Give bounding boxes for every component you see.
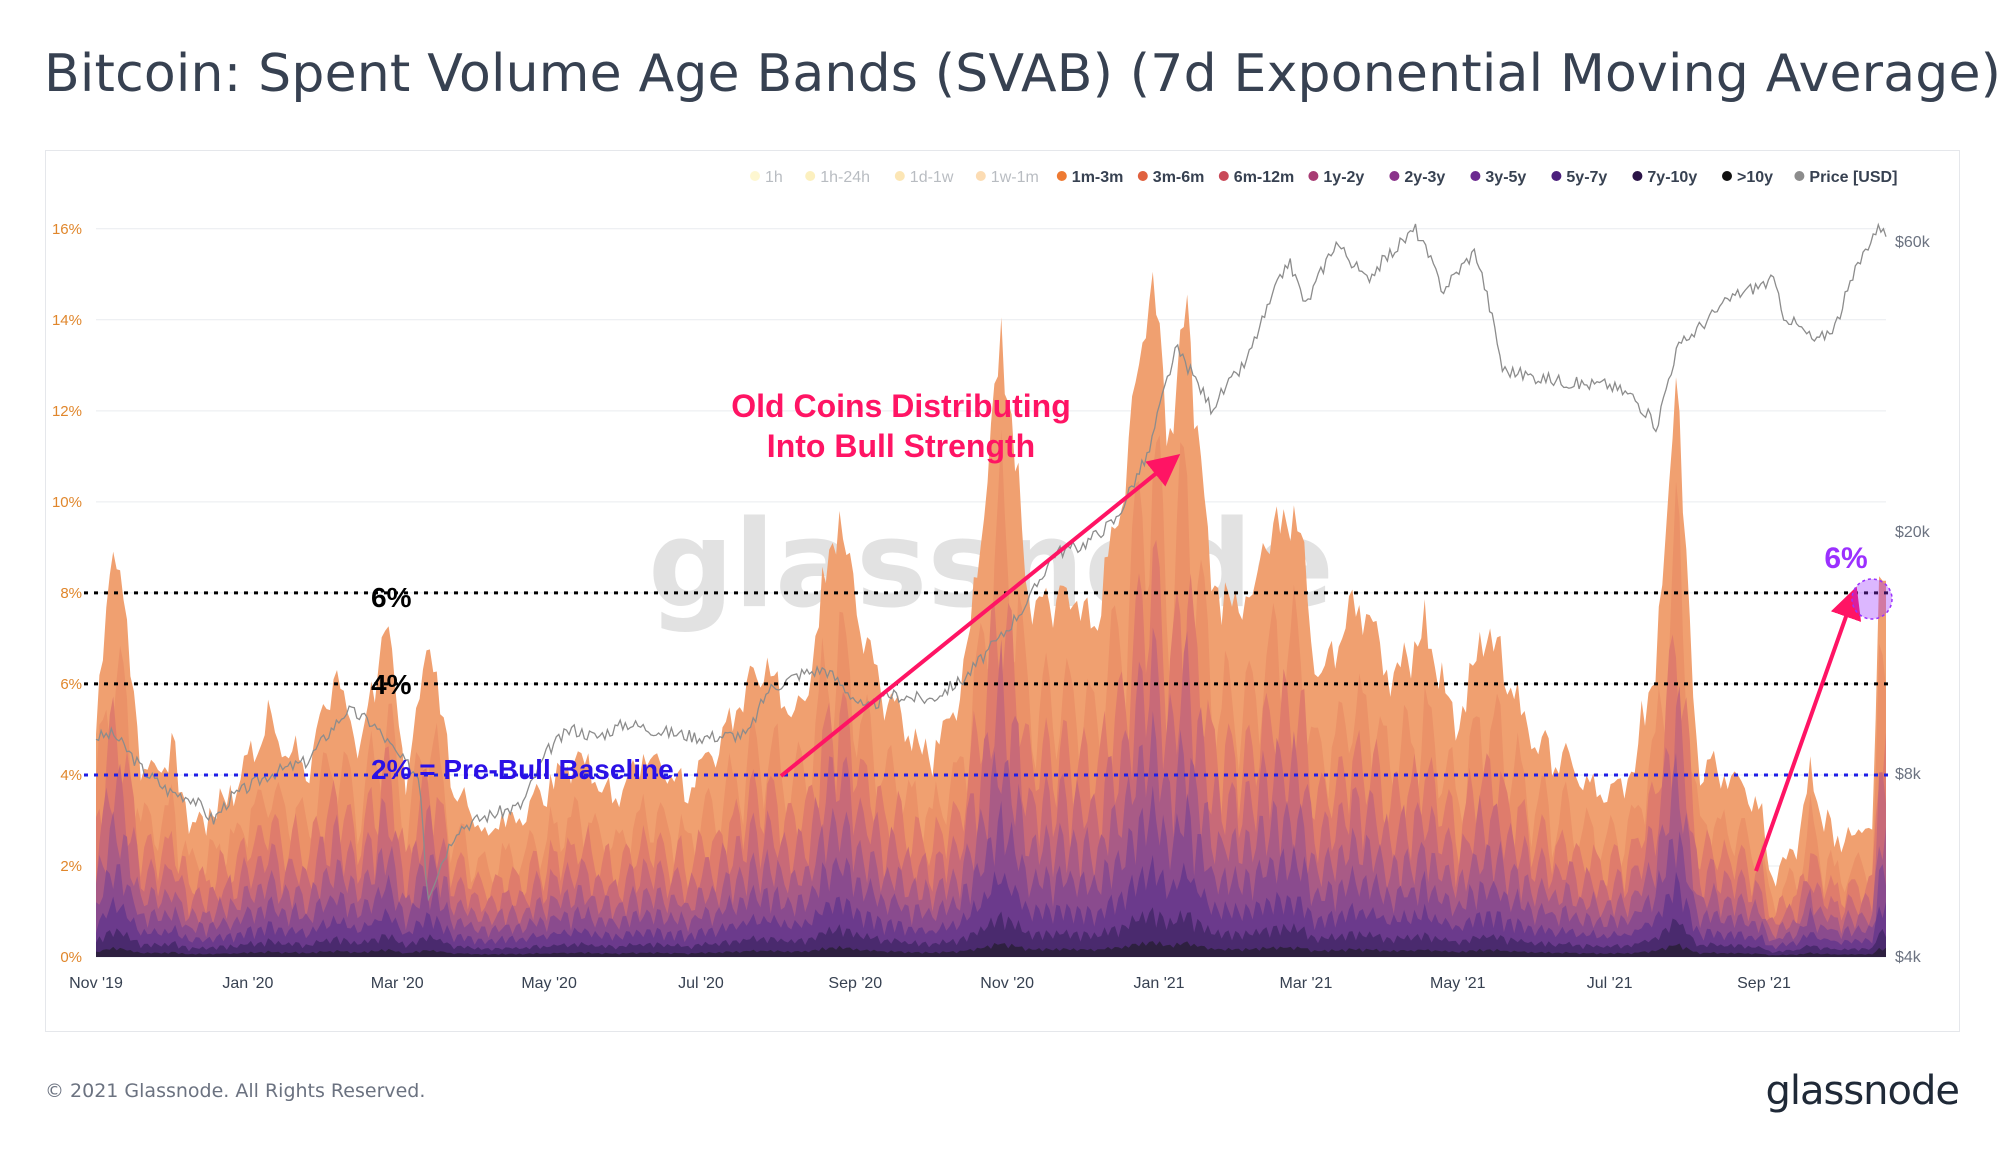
x-tick: Jul '20 [678, 975, 724, 992]
ref-label-baseline: 2% = Pre-Bull Baseline [371, 754, 674, 785]
x-tick: Sep '21 [1737, 975, 1791, 992]
x-tick: Mar '20 [371, 975, 424, 992]
legend-marker [975, 171, 986, 181]
annotation-text: Into Bull Strength [767, 428, 1035, 464]
legend-marker [1551, 171, 1562, 181]
highlight-circle [1851, 578, 1893, 620]
y-tick-left: 14% [52, 312, 82, 329]
annotation-6pct: 6% [1824, 542, 1867, 575]
y-tick-left: 2% [60, 858, 82, 875]
legend-label: 1w-1m [991, 169, 1039, 186]
age-band-area [96, 785, 1886, 957]
y-tick-left: 0% [60, 949, 82, 966]
legend-label: 7y-10y [1647, 169, 1697, 186]
legend-marker [1308, 171, 1319, 181]
annotation-text: Old Coins Distributing [731, 388, 1071, 424]
legend-label: 3y-5y [1485, 169, 1526, 186]
legend-marker [1389, 171, 1400, 181]
legend-marker [1056, 171, 1067, 181]
chart-panel: glassnode 6%4%2% = Pre-Bull Baseline 0%2… [45, 150, 1960, 1032]
legend-marker [1470, 171, 1481, 181]
y-tick-left: 4% [60, 767, 82, 784]
x-tick: Mar '21 [1280, 975, 1333, 992]
svab-chart: glassnode 6%4%2% = Pre-Bull Baseline 0%2… [52, 169, 1931, 992]
x-tick: Nov '20 [980, 975, 1034, 992]
x-tick: May '21 [1430, 975, 1486, 992]
legend-marker [1632, 171, 1643, 181]
legend-marker [750, 171, 760, 181]
legend-label: 1y-2y [1323, 169, 1364, 186]
legend-label: 1m-3m [1072, 169, 1124, 186]
legend: 1h 1h-24h 1d-1w 1w-1m 1m-3m 3m-6m 6m-12m 1y-2y 2… [750, 169, 1897, 186]
x-tick: Jan '21 [1133, 975, 1184, 992]
legend-label: 1h [765, 169, 783, 186]
y-tick-left: 8% [60, 585, 82, 602]
y-tick-right: $8k [1895, 766, 1922, 783]
legend-label: 2y-3y [1404, 169, 1445, 186]
x-tick: Jul '21 [1587, 975, 1633, 992]
age-band-area [96, 907, 1886, 957]
y-tick-right: $60k [1895, 234, 1931, 251]
copyright: © 2021 Glassnode. All Rights Reserved. [45, 1080, 426, 1102]
axes: 0% 2% 4% 6% 8% 10% 12% 14% 16% $4k $8k $20k $60k Nov … [52, 221, 1931, 992]
x-tick: May '20 [521, 975, 577, 992]
page-title: Bitcoin: Spent Volume Age Bands (SVAB) (… [44, 44, 2000, 104]
legend-label: 6m-12m [1234, 169, 1294, 186]
legend-marker [1137, 171, 1148, 181]
legend-marker [805, 171, 816, 181]
y-tick-left: 10% [52, 494, 82, 511]
x-tick: Jan '20 [222, 975, 273, 992]
legend-label: 3m-6m [1153, 169, 1205, 186]
price-line-group [95, 222, 1887, 902]
legend-label: >10y [1737, 169, 1773, 186]
x-tick: Sep '20 [828, 975, 882, 992]
brand-logo: glassnode [1765, 1068, 1960, 1114]
x-tick: Nov '19 [69, 975, 123, 992]
age-band-area [96, 711, 1886, 957]
legend-marker [1722, 171, 1732, 181]
age-band-area [96, 539, 1886, 957]
legend-label: 5y-7y [1566, 169, 1607, 186]
y-tick-left: 6% [60, 676, 82, 693]
y-tick-right: $20k [1895, 524, 1931, 541]
y-tick-left: 12% [52, 403, 82, 420]
annotations: Old Coins Distributing Into Bull Strength… [731, 388, 1893, 872]
legend-label: Price [USD] [1809, 169, 1897, 186]
age-band-area [96, 855, 1886, 957]
y-tick-right: $4k [1895, 949, 1922, 966]
legend-label: 1h-24h [820, 169, 870, 186]
ref-label-6pct: 6% [371, 582, 412, 613]
legend-label: 1d-1w [910, 169, 954, 186]
legend-marker [1794, 171, 1805, 181]
age-band-area [96, 941, 1886, 957]
price-line [95, 222, 1887, 902]
arrow-recent [1754, 586, 1862, 872]
stacked-bands [96, 271, 1886, 957]
arrow-bull [779, 453, 1181, 778]
legend-marker [1218, 171, 1229, 181]
y-tick-left: 16% [52, 221, 82, 238]
ref-label-4pct: 4% [371, 669, 412, 700]
legend-marker [894, 171, 905, 181]
reference-lines: 6% 4% 2% = Pre-Bull Baseline [84, 582, 1892, 785]
